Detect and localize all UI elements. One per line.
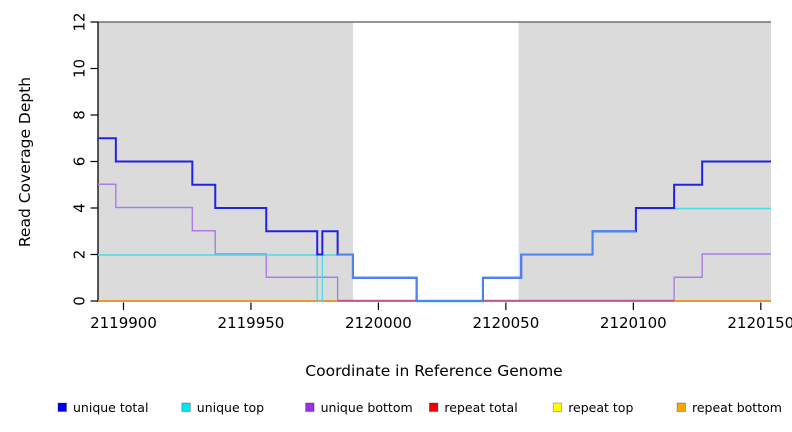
legend-label: unique bottom bbox=[321, 400, 413, 415]
legend-item: unique bottom bbox=[305, 400, 413, 415]
y-tick-label: 8 bbox=[70, 110, 88, 120]
y-tick-label: 10 bbox=[70, 59, 88, 78]
y-tick-label: 2 bbox=[70, 250, 88, 260]
y-tick-label: 4 bbox=[70, 203, 88, 213]
legend-label: repeat bottom bbox=[692, 400, 782, 415]
x-tick-label: 2120150 bbox=[727, 314, 792, 332]
legend-swatch bbox=[429, 402, 439, 412]
legend-label: unique total bbox=[73, 400, 148, 415]
x-tick-label: 2120100 bbox=[600, 314, 667, 332]
legend-label: repeat total bbox=[444, 400, 517, 415]
y-tick-label: 0 bbox=[70, 296, 88, 306]
x-axis-label: Coordinate in Reference Genome bbox=[305, 362, 562, 380]
y-tick-label: 12 bbox=[70, 12, 88, 31]
legend-swatch bbox=[181, 402, 191, 412]
legend-item: repeat top bbox=[552, 400, 633, 415]
legend-swatch bbox=[57, 402, 67, 412]
series-line-unique-total-overlap-tint bbox=[337, 230, 636, 302]
legend-label: repeat top bbox=[568, 400, 633, 415]
series-lines bbox=[98, 137, 771, 303]
x-tick-label: 2119900 bbox=[90, 314, 157, 332]
legend-item: unique total bbox=[57, 400, 148, 415]
legend-swatch bbox=[305, 402, 315, 412]
legend: unique total unique top unique bottom repea… bbox=[57, 400, 782, 415]
series-line-unique-bottom bbox=[98, 183, 771, 302]
y-tick-label: 6 bbox=[70, 157, 88, 167]
legend-item: unique top bbox=[181, 400, 264, 415]
x-tick-label: 2120000 bbox=[345, 314, 412, 332]
y-axis-label: Read Coverage Depth bbox=[16, 77, 34, 247]
x-tick-label: 2120050 bbox=[472, 314, 539, 332]
legend-item: repeat bottom bbox=[676, 400, 782, 415]
legend-swatch bbox=[676, 402, 686, 412]
legend-swatch bbox=[552, 402, 563, 412]
axes: 0 2 4 6 8 10 12 2119900 2119950 2120000 2120050 212… bbox=[70, 12, 792, 332]
legend-item: repeat total bbox=[429, 400, 518, 415]
legend-label: unique top bbox=[197, 400, 264, 415]
x-tick-label: 2119950 bbox=[218, 314, 285, 332]
shaded-bands bbox=[98, 22, 771, 301]
